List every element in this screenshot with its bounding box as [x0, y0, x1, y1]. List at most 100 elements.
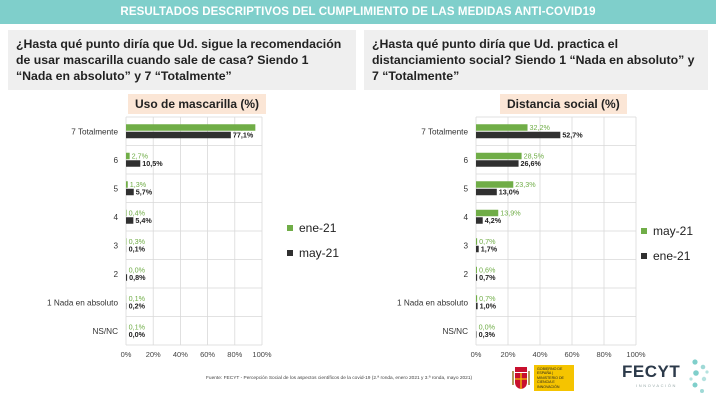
distancia-x-tick-label: 0% [471, 350, 482, 359]
mascarilla-data-label-ene-21: 1,3% [130, 180, 147, 189]
distancia-x-tick-label: 20% [500, 350, 515, 359]
distancia-x-tick-label: 80% [596, 350, 611, 359]
distancia-bar-may-21 [476, 302, 478, 310]
distancia-bar-ene-21 [476, 238, 478, 245]
distancia-bar-may-21 [476, 217, 483, 224]
distancia-category-label: 1 Nada en absoluto [397, 298, 468, 307]
legend-item: may-21 [287, 246, 339, 260]
legend-swatch-may-21 [287, 250, 293, 256]
distancia-data-label-may-21: 0,7% [479, 273, 496, 282]
distancia-data-label-ene-21: 0,6% [479, 266, 496, 275]
distancia-bar-ene-21 [476, 124, 528, 131]
mascarilla-x-tick-label: 0% [121, 350, 132, 359]
mascarilla-category-label: 4 [113, 213, 118, 222]
mascarilla-data-label-may-21: 0,2% [129, 302, 146, 311]
mascarilla-x-tick-label: 20% [146, 350, 161, 359]
mascarilla-data-label-may-21: 5,4% [135, 216, 152, 225]
distancia-bar-ene-21 [476, 181, 514, 188]
distancia-bar-may-21 [476, 131, 561, 139]
distancia-bar-may-21 [476, 160, 519, 167]
distancia-data-label-may-21: 52,7% [562, 131, 583, 140]
mascarilla-bar-ene-21 [126, 209, 127, 217]
mascarilla-category-label: 5 [113, 184, 118, 193]
mascarilla-category-label: 6 [113, 156, 118, 165]
mascarilla-data-label-may-21: 0,0% [129, 330, 146, 339]
mascarilla-bar-ene-21 [126, 124, 256, 131]
distancia-data-label-may-21: 1,0% [480, 302, 497, 311]
distancia-data-label-ene-21: 0,0% [479, 323, 496, 332]
mascarilla-category-label: 1 Nada en absoluto [47, 298, 118, 307]
mascarilla-bar-ene-21 [126, 181, 128, 188]
mascarilla-data-label-ene-21: 0,3% [129, 237, 146, 246]
mascarilla-data-label-ene-21: 0,1% [129, 294, 146, 303]
legend-item: ene-21 [287, 221, 339, 235]
question-distancia: ¿Hasta qué punto diría que Ud. practica … [372, 37, 695, 83]
legend-mascarilla: ene-21 may-21 [287, 221, 339, 260]
legend-swatch-may-21 [641, 228, 647, 234]
fecyt-logo: FECYT [622, 362, 681, 381]
fecyt-subtitle: INNOVACIÓN [636, 383, 678, 388]
mascarilla-data-label-ene-21: 0,0% [129, 266, 146, 275]
mascarilla-bar-may-21 [126, 274, 128, 281]
distancia-data-label-may-21: 0,3% [479, 330, 496, 339]
mascarilla-bar-ene-21 [126, 152, 130, 160]
distancia-bar-may-21 [476, 188, 497, 196]
distancia-category-label: 5 [463, 184, 468, 193]
mascarilla-data-label-may-21: 77,1% [233, 131, 254, 140]
mascarilla-bar-may-21 [126, 217, 134, 224]
mascarilla-data-label-ene-21: 0,4% [129, 209, 146, 218]
legend-label: ene-21 [299, 221, 337, 235]
mascarilla-bar-may-21 [126, 160, 141, 167]
chart-title-mascarilla: Uso de mascarilla (%) [128, 94, 267, 114]
distancia-data-label-may-21: 4,2% [485, 216, 502, 225]
distancia-category-label: 6 [463, 156, 468, 165]
legend-swatch-ene-21 [287, 225, 293, 231]
mascarilla-data-label-ene-21: 2,7% [132, 152, 149, 161]
dna-icon [689, 359, 709, 393]
question-mascarilla: ¿Hasta qué punto diría que Ud. sigue la … [16, 37, 342, 83]
legend-label: may-21 [653, 224, 694, 238]
legend-label: ene-21 [653, 249, 691, 263]
distancia-category-label: 7 Totalmente [421, 127, 468, 136]
ministry-logo: GOBIERNO DE ESPAÑA | MINISTERIO DE CIENC… [512, 362, 612, 394]
distancia-data-label-ene-21: 0,7% [479, 237, 496, 246]
legend-swatch-ene-21 [641, 253, 647, 259]
chart-title-distancia: Distancia social (%) [500, 94, 627, 114]
distancia-x-tick-label: 60% [564, 350, 579, 359]
mascarilla-data-label-may-21: 5,7% [136, 188, 153, 197]
legend-item: ene-21 [641, 249, 693, 263]
legend-item: may-21 [641, 224, 693, 238]
legend-label: may-21 [299, 246, 340, 260]
mascarilla-x-tick-label: 40% [173, 350, 188, 359]
distancia-data-label-ene-21: 0,7% [479, 294, 496, 303]
mascarilla-x-tick-label: 60% [200, 350, 215, 359]
mascarilla-data-label-may-21: 10,5% [142, 159, 163, 168]
distancia-bar-ene-21 [476, 209, 499, 217]
mascarilla-category-label: 2 [113, 270, 118, 279]
header-banner: RESULTADOS DESCRIPTIVOS DEL CUMPLIMIENTO… [0, 0, 716, 24]
distancia-bar-may-21 [476, 245, 479, 253]
mascarilla-category-label: NS/NC [93, 327, 119, 336]
distancia-bar-may-21 [476, 274, 478, 281]
distancia-x-tick-label: 40% [532, 350, 547, 359]
question-panel-right: ¿Hasta qué punto diría que Ud. practica … [364, 30, 708, 90]
distancia-data-label-ene-21: 28,5% [524, 152, 545, 161]
distancia-category-label: 2 [463, 270, 468, 279]
spain-shield-icon [512, 367, 530, 389]
distancia-data-label-ene-21: 13,9% [500, 209, 521, 218]
distancia-category-label: 4 [463, 213, 468, 222]
mascarilla-bar-may-21 [126, 131, 231, 139]
distancia-x-tick-label: 100% [626, 350, 646, 359]
mascarilla-data-label-may-21: 0,1% [129, 245, 146, 254]
distancia-data-label-ene-21: 32,2% [530, 123, 551, 132]
mascarilla-data-label-may-21: 0,8% [129, 273, 146, 282]
distancia-bar-ene-21 [476, 266, 477, 274]
distancia-data-label-ene-21: 23,3% [515, 180, 536, 189]
mascarilla-data-label-ene-21: 0,1% [129, 323, 146, 332]
question-panel-left: ¿Hasta qué punto diría que Ud. sigue la … [8, 30, 356, 90]
distancia-data-label-may-21: 13,0% [499, 188, 520, 197]
mascarilla-x-tick-label: 80% [227, 350, 242, 359]
mascarilla-category-label: 7 Totalmente [71, 127, 118, 136]
mascarilla-x-tick-label: 100% [252, 350, 272, 359]
